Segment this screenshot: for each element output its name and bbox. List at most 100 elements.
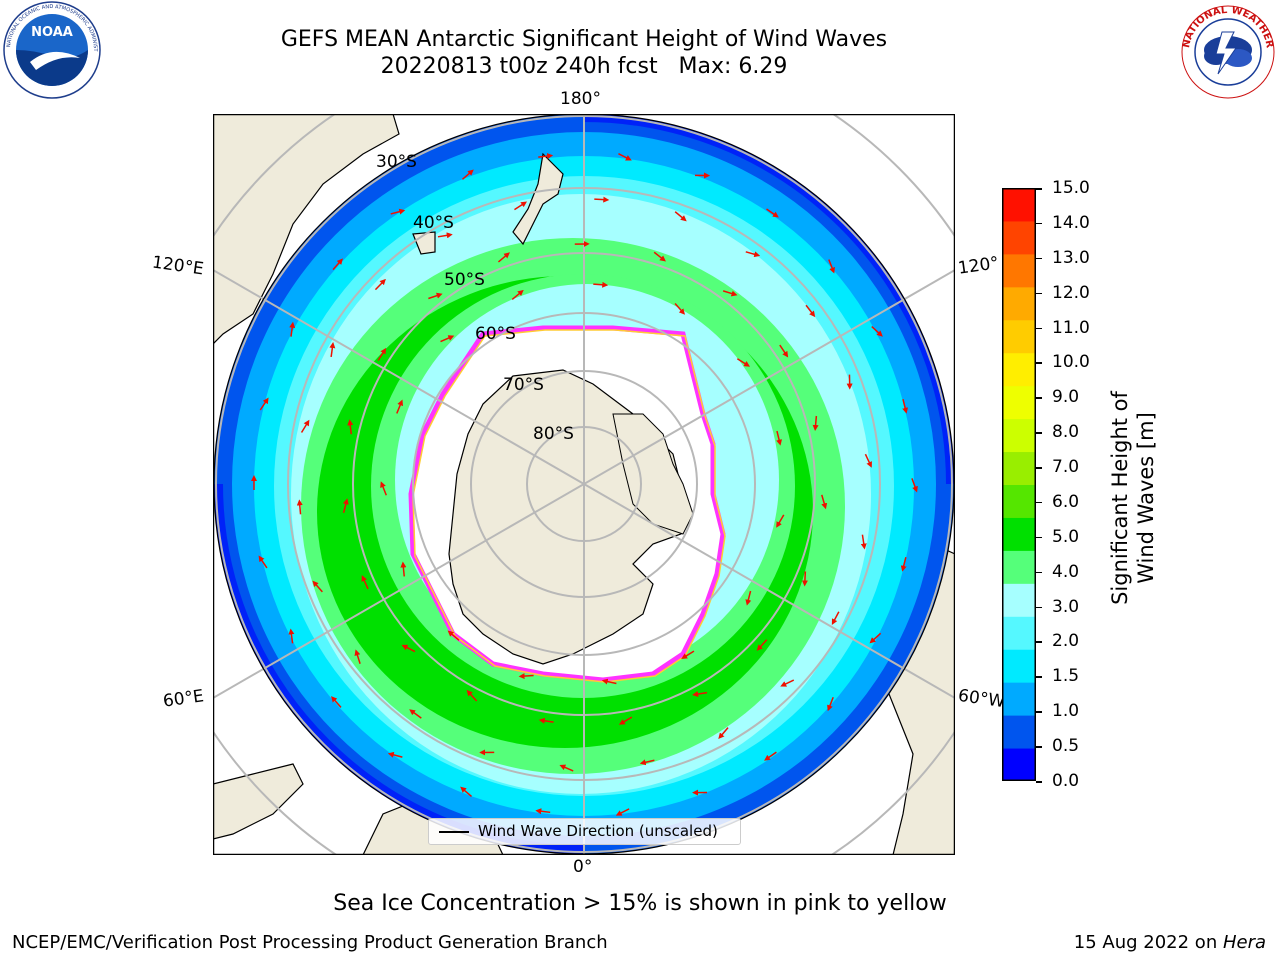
colorbar-band (1002, 352, 1036, 387)
lat-label-50s: 50°S (444, 270, 485, 290)
map-area (213, 114, 955, 855)
wave-direction-arrow (776, 430, 782, 446)
colorbar-tick-label: 7.0 (1052, 457, 1080, 478)
colorbar-band (1002, 583, 1036, 617)
colorbar-tick-label: 1.5 (1052, 666, 1080, 687)
colorbar-band (1002, 286, 1036, 321)
graticule (213, 114, 955, 855)
wave-direction-arrow (387, 751, 403, 758)
footer-branch: NCEP/EMC/Verification Post Processing Pr… (12, 932, 608, 953)
wave-direction-arrow (681, 650, 695, 660)
wave-direction-arrow (396, 399, 403, 414)
colorbar-tick-mark (1036, 606, 1042, 609)
colorbar-tick-mark (1036, 501, 1042, 504)
wave-direction-arrow (401, 644, 416, 653)
wave-direction-arrow (653, 251, 666, 262)
wave-direction-arrow (766, 208, 779, 218)
footer-host: Hera (1222, 932, 1266, 953)
footer-date-text: 15 Aug 2022 on (1073, 932, 1223, 953)
lon-label-0: 0° (573, 857, 593, 877)
noaa-logo-text: NOAA (31, 25, 73, 40)
colorbar-band (1002, 550, 1036, 584)
colorbar-tick-label: 0.5 (1052, 736, 1080, 757)
wave-direction-arrow (518, 673, 534, 680)
wave-direction-arrow (535, 808, 551, 815)
lat-label-80s: 80°S (533, 424, 574, 444)
wave-direction-arrow (400, 561, 407, 577)
wave-direction-arrow (864, 453, 872, 468)
colorbar-tick-mark (1036, 641, 1042, 643)
colorbar-tick-label: 12.0 (1052, 282, 1090, 303)
wave-direction-arrow (538, 717, 554, 724)
wave-direction-arrow (718, 727, 729, 740)
wave-direction-arrow (538, 153, 554, 160)
wave-direction-arrow (900, 556, 907, 572)
colorbar-tick-mark (1036, 781, 1042, 783)
lat-label-60s: 60°S (475, 324, 516, 344)
wind-wave-arrows (251, 153, 918, 816)
wave-direction-arrow (736, 358, 751, 367)
lat-label-40s: 40°S (413, 213, 454, 233)
wave-direction-arrow (447, 630, 460, 641)
colorbar-band (1002, 385, 1036, 420)
colorbar-tick-mark (1036, 292, 1042, 295)
wave-direction-arrow (354, 649, 361, 664)
wave-direction-arrow (511, 289, 524, 301)
wave-direction-arrow (466, 689, 478, 702)
wave-direction-arrow (831, 611, 840, 625)
noaa-logo: NOAA NATIONAL OCEANIC AND ATMOSPHERIC AD… (0, 0, 101, 99)
lat-label-30s: 30°S (376, 152, 417, 172)
wave-direction-arrow (342, 498, 349, 514)
wave-direction-arrow (437, 232, 453, 239)
wave-direction-arrow (827, 696, 834, 712)
colorbar-tick-label: 3.0 (1052, 596, 1080, 617)
wave-direction-arrow (615, 808, 630, 816)
colorbar-tick-mark (1036, 571, 1042, 574)
wave-direction-arrow (902, 399, 909, 414)
wave-direction-arrow (639, 759, 655, 766)
wave-direction-arrow (460, 786, 473, 798)
wave-direction-arrow (374, 278, 386, 291)
wave-direction-arrow (514, 201, 528, 211)
wave-direction-arrow (296, 499, 303, 515)
colorbar-tick-label: 1.0 (1052, 701, 1080, 722)
wave-direction-arrow (618, 153, 632, 161)
colorbar-tick-mark (1036, 746, 1042, 748)
colorbar-tick-mark (1036, 362, 1042, 364)
wave-direction-arrow (377, 347, 387, 361)
wave-direction-arrow (722, 290, 738, 297)
wave-direction-arrow (497, 252, 510, 263)
lon-label-60e: 60°E (161, 686, 206, 712)
colorbar-band (1002, 220, 1036, 255)
sea-ice-note: Sea Ice Concentration > 15% is shown in … (333, 891, 947, 916)
wave-direction-arrow (440, 335, 455, 343)
wave-direction-arrow (821, 494, 828, 510)
new-zealand-land (512, 152, 564, 246)
colorbar-tick-label: 8.0 (1052, 422, 1080, 443)
lon-label-180: 180° (560, 89, 601, 109)
colorbar-band (1002, 649, 1036, 683)
colorbar-band (1002, 616, 1036, 650)
wave-direction-arrow (428, 292, 443, 300)
colorbar-tick-label: 0.0 (1052, 771, 1080, 791)
colorbar (1002, 188, 1036, 781)
wave-direction-arrow (756, 639, 768, 651)
colorbar-tick-mark (1036, 257, 1042, 260)
colorbar-band (1002, 715, 1036, 749)
wave-direction-arrow (332, 258, 343, 271)
wave-direction-arrow (329, 342, 336, 358)
colorbar-tick-mark (1036, 397, 1042, 399)
wave-direction-arrow (601, 678, 617, 685)
colorbar-tick-mark (1036, 467, 1042, 469)
map-legend: Wind Wave Direction (unscaled) (428, 818, 741, 845)
colorbar-band (1002, 517, 1036, 551)
wave-direction-arrow (871, 326, 883, 337)
colorbar-tick-label: 14.0 (1052, 212, 1090, 233)
wave-direction-arrow (911, 478, 918, 493)
wave-direction-arrow (347, 419, 354, 435)
lat-label-70s: 70°S (503, 375, 544, 395)
lon-label-120e: 120°E (150, 252, 205, 280)
wave-direction-arrow (461, 169, 474, 180)
wave-direction-arrow (288, 628, 295, 644)
nws-logo: NATIONAL WEATHER SERVICE (1176, 0, 1275, 99)
